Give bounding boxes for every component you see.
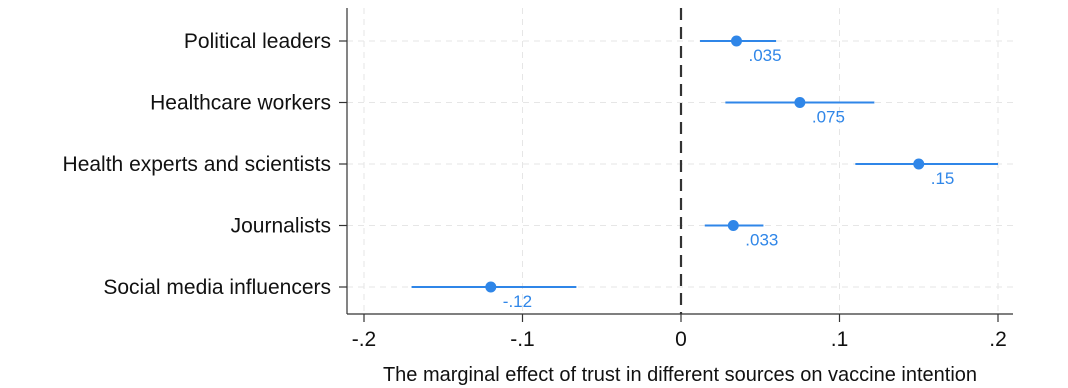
x-axis-title: The marginal effect of trust in differen… bbox=[383, 364, 977, 386]
vertical-gridlines bbox=[363, 8, 999, 314]
x-tick-label-2: 0 bbox=[675, 328, 687, 351]
point-3 bbox=[727, 220, 739, 231]
value-label-1: .075 bbox=[812, 108, 845, 127]
point-estimates bbox=[485, 35, 925, 293]
x-tick-label-0: -.2 bbox=[352, 328, 377, 351]
category-label-0: Political leaders bbox=[184, 30, 331, 53]
y-axis-ticks bbox=[339, 40, 347, 288]
x-axis-ticks bbox=[363, 314, 999, 322]
category-label-1: Healthcare workers bbox=[150, 92, 331, 115]
x-tick-label-1: -.1 bbox=[510, 328, 535, 351]
x-tick-labels: -.2 -.1 0 .1 .2 bbox=[352, 328, 1007, 351]
value-label-2: .15 bbox=[931, 169, 955, 188]
category-labels: Political leaders Healthcare workers Healt… bbox=[63, 30, 331, 299]
x-tick-label-4: .2 bbox=[989, 328, 1007, 351]
category-label-4: Social media influencers bbox=[103, 276, 331, 299]
value-label-0: .035 bbox=[748, 46, 781, 65]
category-label-2: Health experts and scientists bbox=[63, 153, 331, 176]
x-tick-label-3: .1 bbox=[831, 328, 849, 351]
value-labels: .035 .075 .15 .033 -.12 bbox=[503, 46, 955, 311]
point-2 bbox=[913, 158, 925, 170]
point-1 bbox=[794, 97, 806, 108]
value-label-4: -.12 bbox=[503, 292, 532, 311]
value-label-3: .033 bbox=[745, 231, 778, 250]
point-4 bbox=[485, 281, 497, 293]
point-0 bbox=[730, 35, 742, 47]
category-label-3: Journalists bbox=[231, 215, 331, 238]
